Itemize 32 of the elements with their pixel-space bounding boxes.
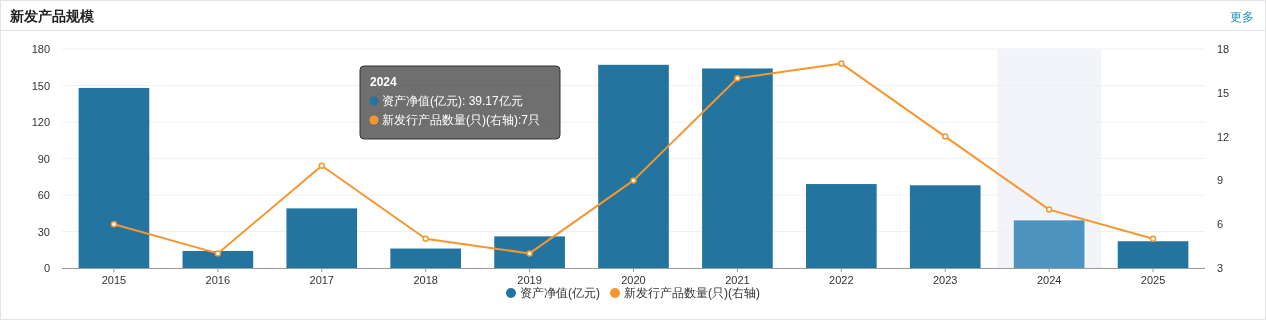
annotation: 2024 bbox=[370, 75, 398, 89]
x-tick-label: 2016 bbox=[205, 274, 231, 286]
y2-tick-label: 3 bbox=[1217, 262, 1224, 274]
y-tick-label: 120 bbox=[31, 116, 50, 128]
y-tick-label: 150 bbox=[31, 79, 50, 92]
y2-tick-label: 18 bbox=[1217, 43, 1230, 55]
x-tick-label: 2020 bbox=[621, 274, 646, 286]
text: 更多 bbox=[1230, 10, 1254, 24]
y-tick-label: 0 bbox=[43, 262, 50, 274]
x-tick-label: 2019 bbox=[517, 274, 542, 286]
x-tick-label: 2023 bbox=[932, 274, 958, 286]
x-tick-label: 2021 bbox=[725, 274, 750, 286]
annotation: 新发行产品数量(只)(右轴):7只 bbox=[382, 113, 540, 127]
annotation: 资产净值(亿元): 39.17亿元 bbox=[382, 94, 523, 108]
x-tick-label: 2022 bbox=[829, 274, 854, 286]
x-tick-label: 2024 bbox=[1036, 274, 1062, 286]
y-tick-label: 60 bbox=[37, 189, 50, 201]
y2-tick-label: 12 bbox=[1217, 130, 1230, 143]
chart-title: 新发产品规模 bbox=[9, 8, 95, 24]
x-tick-label: 2015 bbox=[101, 274, 127, 286]
y2-tick-label: 6 bbox=[1217, 218, 1224, 231]
x-tick-label: 2018 bbox=[413, 274, 438, 286]
x-tick-label: 2025 bbox=[1140, 274, 1166, 286]
legend-label: 资产净值(亿元) bbox=[520, 286, 601, 300]
y-tick-label: 90 bbox=[37, 152, 50, 165]
legend-label: 新发行产品数量(只)(右轴) bbox=[624, 286, 760, 300]
x-tick-label: 2017 bbox=[309, 274, 335, 286]
y2-tick-label: 15 bbox=[1217, 86, 1230, 99]
y-tick-label: 30 bbox=[37, 225, 50, 238]
picture-tooltip: 2024 资产净值(亿元): 39.17亿元 新发行产品数量(只)(右轴):7只 bbox=[359, 65, 561, 140]
y-tick-label: 180 bbox=[31, 43, 50, 55]
y2-tick-label: 9 bbox=[1217, 174, 1224, 187]
